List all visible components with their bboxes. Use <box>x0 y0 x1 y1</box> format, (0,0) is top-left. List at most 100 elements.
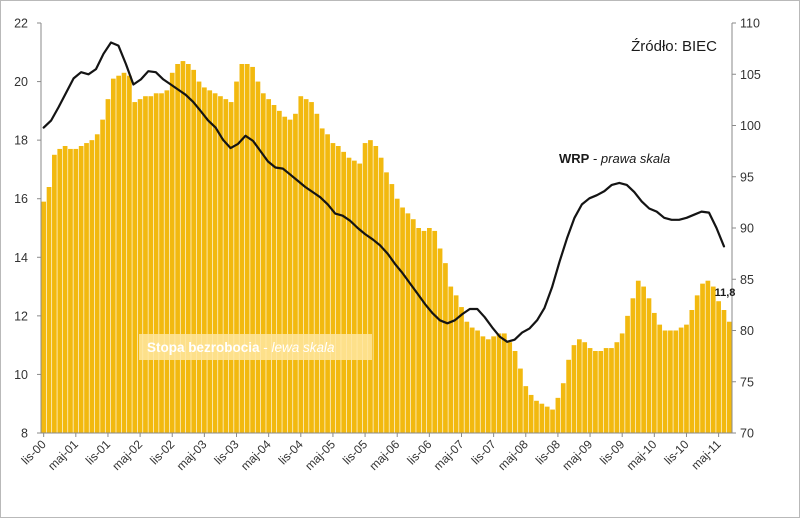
unemployment-bar <box>464 321 470 433</box>
unemployment-bar <box>496 333 502 433</box>
unemployment-bar <box>287 119 293 433</box>
unemployment-bar <box>405 213 411 433</box>
unemployment-bar <box>250 66 255 434</box>
x-tick-label: maj-09 <box>559 437 595 473</box>
unemployment-bar <box>619 333 625 433</box>
unemployment-bar <box>68 148 73 433</box>
unemployment-bar <box>62 146 68 433</box>
unemployment-bar <box>319 128 325 433</box>
unemployment-bar <box>137 99 143 433</box>
unemployment-legend-name: Stopa bezrobocia <box>147 340 260 355</box>
unemployment-bar <box>169 72 175 433</box>
x-tick-label: maj-05 <box>302 437 338 473</box>
left-tick-label: 14 <box>14 251 28 265</box>
unemployment-bar <box>566 359 571 433</box>
left-tick-label: 12 <box>14 309 28 323</box>
x-tick-label: maj-02 <box>109 437 145 473</box>
unemployment-bar <box>689 310 695 433</box>
unemployment-bar <box>721 310 727 433</box>
unemployment-bar <box>282 116 288 434</box>
right-tick-label: 110 <box>740 17 760 31</box>
unemployment-bar <box>603 348 609 433</box>
x-tick-label: lis-10 <box>661 437 691 467</box>
unemployment-bar <box>89 140 95 433</box>
unemployment-bar <box>314 113 320 433</box>
unemployment-bar <box>309 102 314 433</box>
left-tick-label: 8 <box>21 427 28 441</box>
unemployment-bar <box>662 330 668 433</box>
wrp-legend-scale: prawa skala <box>600 151 670 166</box>
unemployment-bar <box>614 342 620 433</box>
unemployment-bar <box>335 146 341 433</box>
x-tick-label: maj-11 <box>689 437 724 472</box>
unemployment-bar <box>234 81 239 433</box>
unemployment-bar <box>534 400 539 433</box>
right-tick-label: 80 <box>740 324 754 338</box>
wrp-legend-name: WRP <box>559 151 590 166</box>
unemployment-bar <box>110 78 116 433</box>
unemployment-bar <box>255 81 261 433</box>
unemployment-bar <box>609 348 614 433</box>
unemployment-bar <box>432 230 438 433</box>
unemployment-bar <box>84 143 89 433</box>
unemployment-bar <box>593 351 598 433</box>
unemployment-bar <box>480 336 486 433</box>
unemployment-bar <box>325 134 330 434</box>
right-tick-label: 75 <box>740 375 754 389</box>
unemployment-bar <box>555 397 561 433</box>
unemployment-legend-scale: lewa skala <box>272 340 336 355</box>
left-tick-label: 18 <box>14 134 28 148</box>
unemployment-bar <box>352 160 357 433</box>
unemployment-bar <box>684 324 689 433</box>
wrp-legend-sep: - <box>589 151 601 166</box>
right-tick-label: 90 <box>740 222 754 236</box>
x-tick-label: maj-01 <box>45 437 81 473</box>
unemployment-bar <box>427 228 432 433</box>
unemployment-bar <box>410 219 416 433</box>
unemployment-bar <box>293 113 298 433</box>
x-tick-label: maj-10 <box>624 437 660 473</box>
unemployment-legend-box <box>139 334 372 360</box>
unemployment-bar <box>357 163 363 433</box>
unemployment-bar <box>485 339 491 433</box>
unemployment-bar <box>587 348 593 433</box>
unemployment-bar <box>571 345 577 433</box>
unemployment-bar <box>550 409 555 433</box>
unemployment-bar <box>341 151 346 434</box>
unemployment-bar <box>705 280 711 433</box>
unemployment-bar <box>121 72 127 433</box>
unemployment-bar <box>57 148 63 433</box>
x-tick-label: maj-07 <box>431 437 467 473</box>
unemployment-bar <box>560 383 566 433</box>
x-tick-label: maj-06 <box>366 437 402 473</box>
unemployment-bar <box>716 301 721 433</box>
unemployment-bar <box>277 110 282 434</box>
unemployment-bar <box>218 96 223 434</box>
unemployment-bar <box>630 298 636 433</box>
unemployment-bar <box>491 336 496 433</box>
unemployment-bar <box>507 342 513 433</box>
wrp-legend-label: WRP - prawa skala <box>559 151 670 166</box>
unemployment-bar <box>239 64 245 433</box>
source-label: Źródło: BIEC <box>631 38 717 55</box>
unemployment-bar <box>539 403 545 433</box>
unemployment-bar <box>94 134 100 434</box>
unemployment-bar <box>212 93 218 433</box>
unemployment-bar <box>362 143 368 433</box>
unemployment-bar <box>185 64 191 433</box>
unemployment-bar <box>528 394 534 433</box>
unemployment-bar <box>635 280 641 433</box>
unemployment-bar <box>100 119 105 433</box>
unemployment-bar <box>303 99 309 433</box>
unemployment-bar <box>657 324 663 433</box>
unemployment-bar <box>416 228 421 433</box>
left-tick-label: 20 <box>14 75 28 89</box>
left-tick-label: 10 <box>14 368 28 382</box>
right-tick-label: 105 <box>740 68 761 82</box>
unemployment-bar <box>298 96 304 434</box>
unemployment-bar <box>421 230 427 433</box>
unemployment-bar <box>448 286 454 433</box>
unemployment-bar <box>73 148 79 433</box>
